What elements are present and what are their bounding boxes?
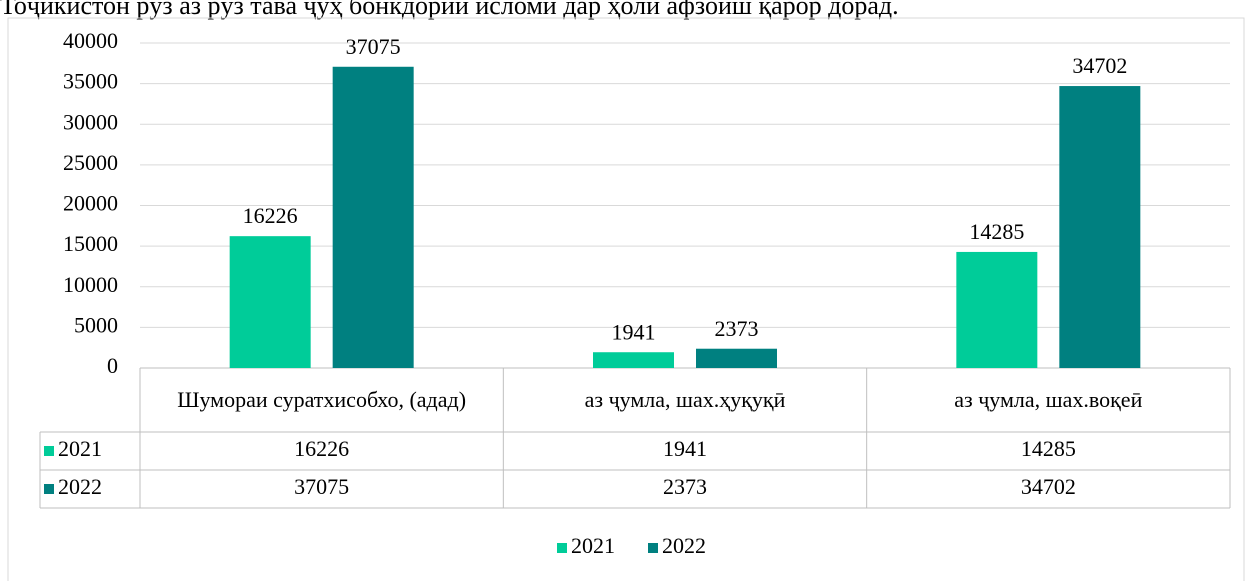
y-tick-label: 15000 xyxy=(63,231,118,256)
legend-key xyxy=(648,543,658,553)
bar xyxy=(332,66,414,368)
category-label: аз ҷумла, шах.ҳуқуқӣ xyxy=(584,387,786,412)
legend-label: 2022 xyxy=(662,533,706,558)
y-tick-label: 0 xyxy=(107,353,118,378)
legend-key xyxy=(557,543,567,553)
y-tick-label: 25000 xyxy=(63,150,118,175)
data-label: 14285 xyxy=(969,219,1024,244)
data-label: 34702 xyxy=(1072,53,1127,78)
table-value: 14285 xyxy=(1021,436,1076,461)
bar xyxy=(1059,86,1141,368)
table-series-name: 2022 xyxy=(58,474,102,499)
table-series-name: 2021 xyxy=(58,436,102,461)
y-tick-label: 40000 xyxy=(63,28,118,53)
y-tick-label: 35000 xyxy=(63,69,118,94)
legend-label: 2021 xyxy=(571,533,615,558)
category-label: аз ҷумла, шах.воқеӣ xyxy=(954,387,1143,412)
chart-frame xyxy=(7,17,1245,581)
y-tick-label: 5000 xyxy=(74,312,118,337)
bar xyxy=(229,236,311,368)
table-value: 2373 xyxy=(663,474,707,499)
category-label: Шумораи суратхисобхо, (адад) xyxy=(177,387,467,412)
bar xyxy=(956,251,1038,368)
data-label: 37075 xyxy=(346,34,401,59)
table-key xyxy=(44,446,54,456)
table-value: 16226 xyxy=(294,436,349,461)
data-label: 2373 xyxy=(715,316,759,341)
table-value: 37075 xyxy=(294,474,349,499)
table-value: 1941 xyxy=(663,436,707,461)
bar xyxy=(593,352,674,368)
caption: Тоҷикистон рӯз аз рӯз тава ҷуҳ бонкдории… xyxy=(0,0,899,20)
bar xyxy=(696,348,777,368)
data-label: 16226 xyxy=(243,203,298,228)
y-tick-label: 20000 xyxy=(63,191,118,216)
data-label: 1941 xyxy=(612,319,656,344)
table-value: 34702 xyxy=(1021,474,1076,499)
y-tick-label: 10000 xyxy=(63,272,118,297)
table-key xyxy=(44,484,54,494)
y-tick-label: 30000 xyxy=(63,109,118,134)
